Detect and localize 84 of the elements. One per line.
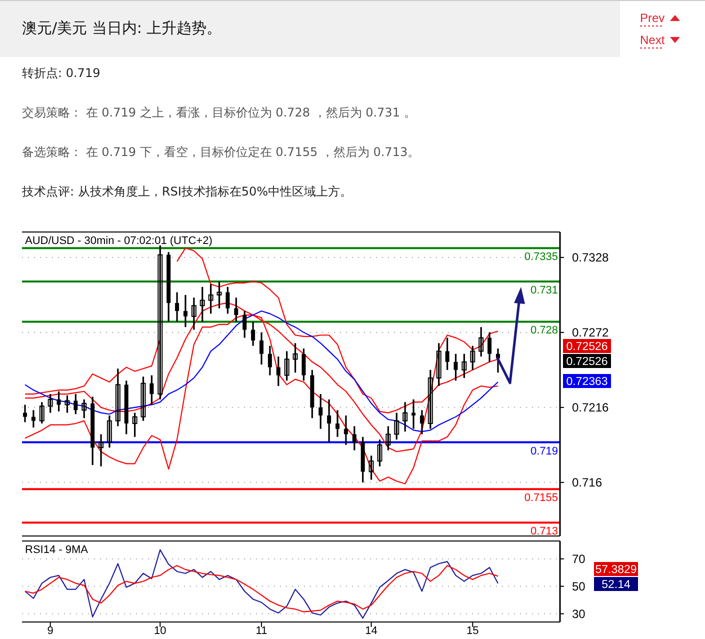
candlestick [56, 390, 61, 412]
candlestick [462, 353, 467, 379]
candlestick [216, 280, 222, 310]
candlestick [39, 401, 44, 424]
ref-line-label: 0.713 [530, 526, 558, 538]
text: 0.72526 [566, 341, 608, 353]
ref-line-label: 0.731 [530, 284, 558, 297]
candlestick [242, 310, 247, 339]
candlestick [318, 393, 323, 430]
x-tick-label: 14 [365, 625, 378, 637]
candlestick [74, 393, 78, 415]
x-tick-label: 9 [47, 625, 54, 637]
text: 技术点评: 从技术角度上，RSI技术指标在50%中性区域上方。 [21, 184, 352, 198]
text: 转折点: 0.719 [22, 66, 100, 80]
text: 澳元/美元 当日内: 上升趋势。 [22, 19, 222, 37]
y-tick-label: 70 [572, 552, 586, 566]
candlestick [292, 342, 298, 374]
candlestick [251, 320, 256, 347]
x-tick-label: 11 [256, 625, 268, 637]
candlestick [377, 438, 382, 468]
text: 52.14 [602, 579, 631, 591]
candlestick [478, 326, 484, 358]
candlestick [445, 336, 450, 371]
candlestick [23, 404, 27, 423]
candlestick [200, 286, 205, 323]
candlestick [470, 345, 476, 371]
candlestick [82, 398, 87, 419]
candlestick [234, 296, 238, 323]
chart-title: RSI14 - 9MA [25, 544, 89, 556]
candlestick [488, 332, 492, 363]
candlestick [31, 409, 36, 428]
candlestick [259, 332, 264, 366]
candlestick [208, 283, 214, 314]
candlestick [436, 342, 442, 387]
candlestick [98, 433, 104, 468]
candlestick [132, 412, 138, 438]
candlestick [115, 368, 120, 427]
candlestick [268, 345, 272, 376]
x-tick-label: 10 [154, 625, 166, 637]
text: Next [640, 33, 666, 47]
candlestick [344, 414, 348, 446]
chart-title: AUD/USD - 30min - 07:02:01 (UTC+2) [25, 235, 212, 247]
y-tick-label: 0.716 [572, 475, 602, 490]
candlestick [191, 296, 196, 331]
text: 交易策略： 在 0.719 之上，看涨，目标价位为 0.728 ，然后为 0.731 。 [22, 106, 416, 120]
candlestick [327, 398, 332, 444]
candlestick [302, 348, 306, 382]
candlestick [412, 398, 416, 430]
candlestick [420, 409, 424, 436]
candlestick [140, 376, 146, 422]
candlestick [394, 412, 400, 440]
candlestick [352, 425, 356, 452]
candlestick [284, 350, 290, 382]
y-tick-label: 50 [572, 579, 586, 594]
candlestick [368, 454, 374, 481]
candlestick [175, 291, 180, 323]
candlestick [150, 374, 154, 406]
text: 0.72526 [566, 356, 608, 368]
candlestick [402, 401, 408, 432]
text: 57.3829 [595, 564, 637, 576]
y-tick-label: 0.7272 [572, 325, 610, 340]
candlestick [335, 409, 340, 438]
candlestick [428, 369, 433, 430]
y-tick-label: 0.7216 [572, 400, 610, 414]
candlestick [48, 393, 53, 414]
ref-line-label: 0.7335 [524, 251, 558, 264]
candlestick [226, 286, 230, 314]
candlestick [106, 414, 112, 448]
candlestick [64, 394, 70, 414]
ref-line-label: 0.728 [530, 324, 558, 337]
candlestick [276, 356, 280, 387]
candlestick [454, 353, 458, 382]
text: 0.72363 [566, 376, 608, 388]
line-series [24, 565, 499, 612]
candlestick [158, 244, 163, 400]
y-tick-label: 30 [572, 606, 586, 621]
text: Prev [640, 11, 665, 25]
candlestick [386, 425, 391, 452]
ref-line-label: 0.7155 [524, 492, 558, 504]
x-tick-label: 15 [466, 625, 479, 637]
text: 备选策略： 在 0.719 下，看空，目标价位定在 0.7155 ，然后为 0.713。 [22, 145, 420, 159]
y-tick-label: 0.7328 [572, 250, 610, 264]
ref-line-label: 0.719 [530, 445, 558, 458]
candlestick [183, 294, 188, 328]
